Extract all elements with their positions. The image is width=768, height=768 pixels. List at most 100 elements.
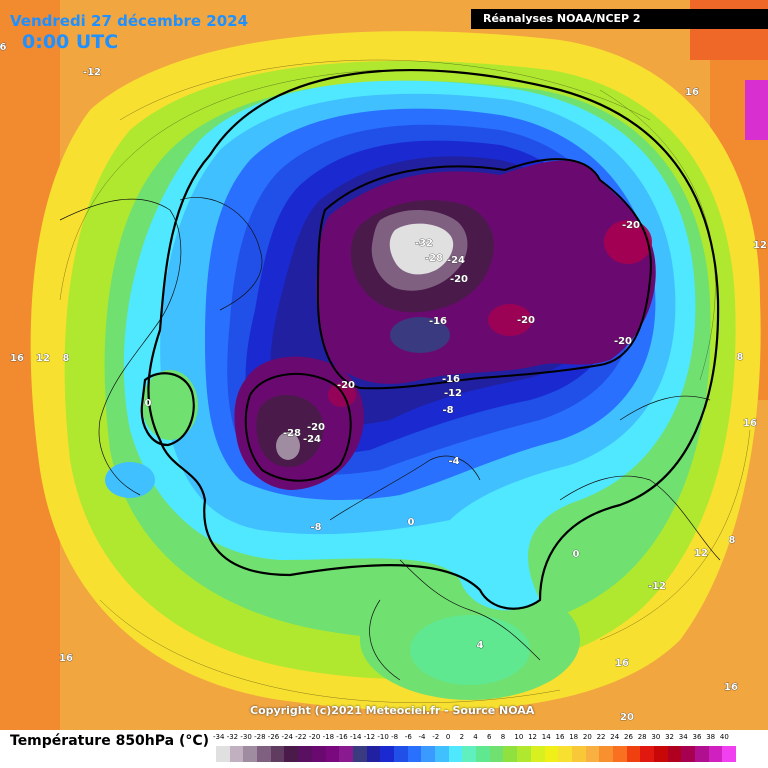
legend-swatch: [448, 746, 463, 762]
legend-tick-label: -18: [322, 733, 335, 741]
legend-swatch: [311, 746, 326, 762]
legend-tick-label: -4: [418, 733, 426, 741]
legend-tick-label: -32: [226, 733, 239, 741]
map-value-label: -16: [442, 374, 460, 385]
map-value-label: 4: [477, 640, 484, 651]
isotherm-minus20: [316, 158, 652, 390]
legend-swatch: [298, 746, 312, 762]
map-value-label: 6: [0, 42, 7, 53]
legend-swatch: [517, 746, 531, 762]
legend-swatch: [421, 746, 435, 762]
legend-swatches: [216, 746, 737, 762]
map-value-label: -20: [337, 380, 355, 391]
legend-swatch: [585, 746, 600, 762]
legend-tick-label: 18: [569, 733, 579, 741]
legend-tick-label: 6: [487, 733, 492, 741]
legend-tick-label: 40: [719, 733, 729, 741]
legend-swatch: [380, 746, 394, 762]
legend-swatch: [284, 746, 299, 762]
map-value-label: -20: [622, 220, 640, 231]
isotherm-0-bubble: [140, 372, 195, 447]
legend-swatch: [270, 746, 285, 762]
legend-tick-label: 22: [596, 733, 606, 741]
legend-ticks: -34 -32 -30 -28 -26 -24 -22 -20 -18 -16 -14 -12 -10-…: [213, 733, 768, 745]
legend-tick-label: 12: [528, 733, 538, 741]
temp-blob-0c: [142, 370, 198, 440]
isotherm-minus20-west: [244, 372, 352, 482]
legend-tick-label: -30: [240, 733, 252, 741]
temp-cell-grey-blue: [390, 317, 450, 353]
temp-core-coldest: [389, 223, 454, 275]
map-value-label: -20: [614, 336, 632, 347]
legend-tick-label: 4: [473, 733, 478, 741]
map-value-label: 12: [753, 240, 767, 251]
legend-tick-label: -28: [254, 733, 266, 741]
isotherm-0: [147, 69, 720, 610]
legend-swatch: [612, 746, 627, 762]
map-value-label: 16: [59, 653, 73, 664]
source-banner: Réanalyses NOAA/NCEP 2: [471, 9, 768, 29]
map-value-label: 0: [145, 398, 152, 409]
legend-swatch: [544, 746, 559, 762]
map-value-label: -12: [648, 581, 666, 592]
legend-swatch: [407, 746, 422, 762]
map-value-label: 16: [743, 418, 757, 429]
legend-swatch: [681, 746, 696, 762]
legend-swatch: [571, 746, 586, 762]
legend-swatch: [229, 746, 244, 762]
legend-tick-label: 32: [665, 733, 675, 741]
legend-swatch: [462, 746, 477, 762]
legend-tick-label: -16: [336, 733, 348, 741]
legend-tick-label: -26: [267, 733, 280, 741]
legend-swatch: [352, 746, 367, 762]
legend-tick-label: 16: [555, 733, 565, 741]
legend-tick-label: -10: [377, 733, 389, 741]
map-value-label: 16: [615, 658, 629, 669]
map-value-label: 8: [729, 535, 736, 546]
map-value-label: 12: [36, 353, 50, 364]
map-value-label: -32: [415, 238, 433, 249]
legend-tick-label: 20: [582, 733, 592, 741]
legend-tick-label: 38: [706, 733, 716, 741]
map-value-label: 16: [685, 87, 699, 98]
legend-swatch: [708, 746, 723, 762]
legend-swatch: [257, 746, 271, 762]
map-value-label: 12: [694, 548, 708, 559]
legend-tick-label: -2: [432, 733, 440, 741]
temp-lobe-west-core: [256, 394, 324, 468]
map-value-label: 16: [724, 682, 738, 693]
map-value-label: -28: [425, 253, 443, 264]
temp-blob-teal-south: [410, 615, 530, 685]
legend-swatch: [599, 746, 613, 762]
legend-tick-label: 8: [500, 733, 506, 741]
color-legend: Température 850hPa (°C) -34 -32 -30 -28 -26-…: [0, 730, 768, 768]
legend-swatch: [489, 746, 504, 762]
temp-cell-east: [604, 220, 652, 264]
forecast-date: Vendredi 27 décembre 2024: [10, 12, 249, 30]
legend-title: Température 850hPa (°C): [10, 733, 210, 749]
legend-swatch: [503, 746, 518, 762]
temp-lobe-west-coldest: [276, 432, 300, 460]
copyright-text: Copyright (c)2021 Meteociel.fr - Source …: [250, 704, 535, 717]
map-value-label: -20: [450, 274, 468, 285]
legend-swatch: [476, 746, 490, 762]
legend-tick-label: 24: [610, 733, 620, 741]
isotherm-contours: [140, 69, 720, 610]
temp-cell-central: [488, 304, 532, 336]
legend-tick-label: 34: [678, 733, 688, 741]
map-value-label: -24: [447, 255, 465, 266]
legend-tick-label: -14: [350, 733, 362, 741]
map-value-label: -16: [429, 316, 447, 327]
legend-swatch: [530, 746, 545, 762]
legend-tick-label: 2: [459, 733, 465, 741]
legend-swatch: [626, 746, 641, 762]
legend-swatch: [243, 746, 258, 762]
legend-tick-label: -24: [281, 733, 293, 741]
legend-tick-label: -6: [404, 733, 412, 741]
map-value-label: -8: [442, 405, 453, 416]
coastlines: [59, 197, 721, 681]
legend-tick-label: 0: [445, 733, 451, 741]
map-value-label: -12: [83, 67, 101, 78]
